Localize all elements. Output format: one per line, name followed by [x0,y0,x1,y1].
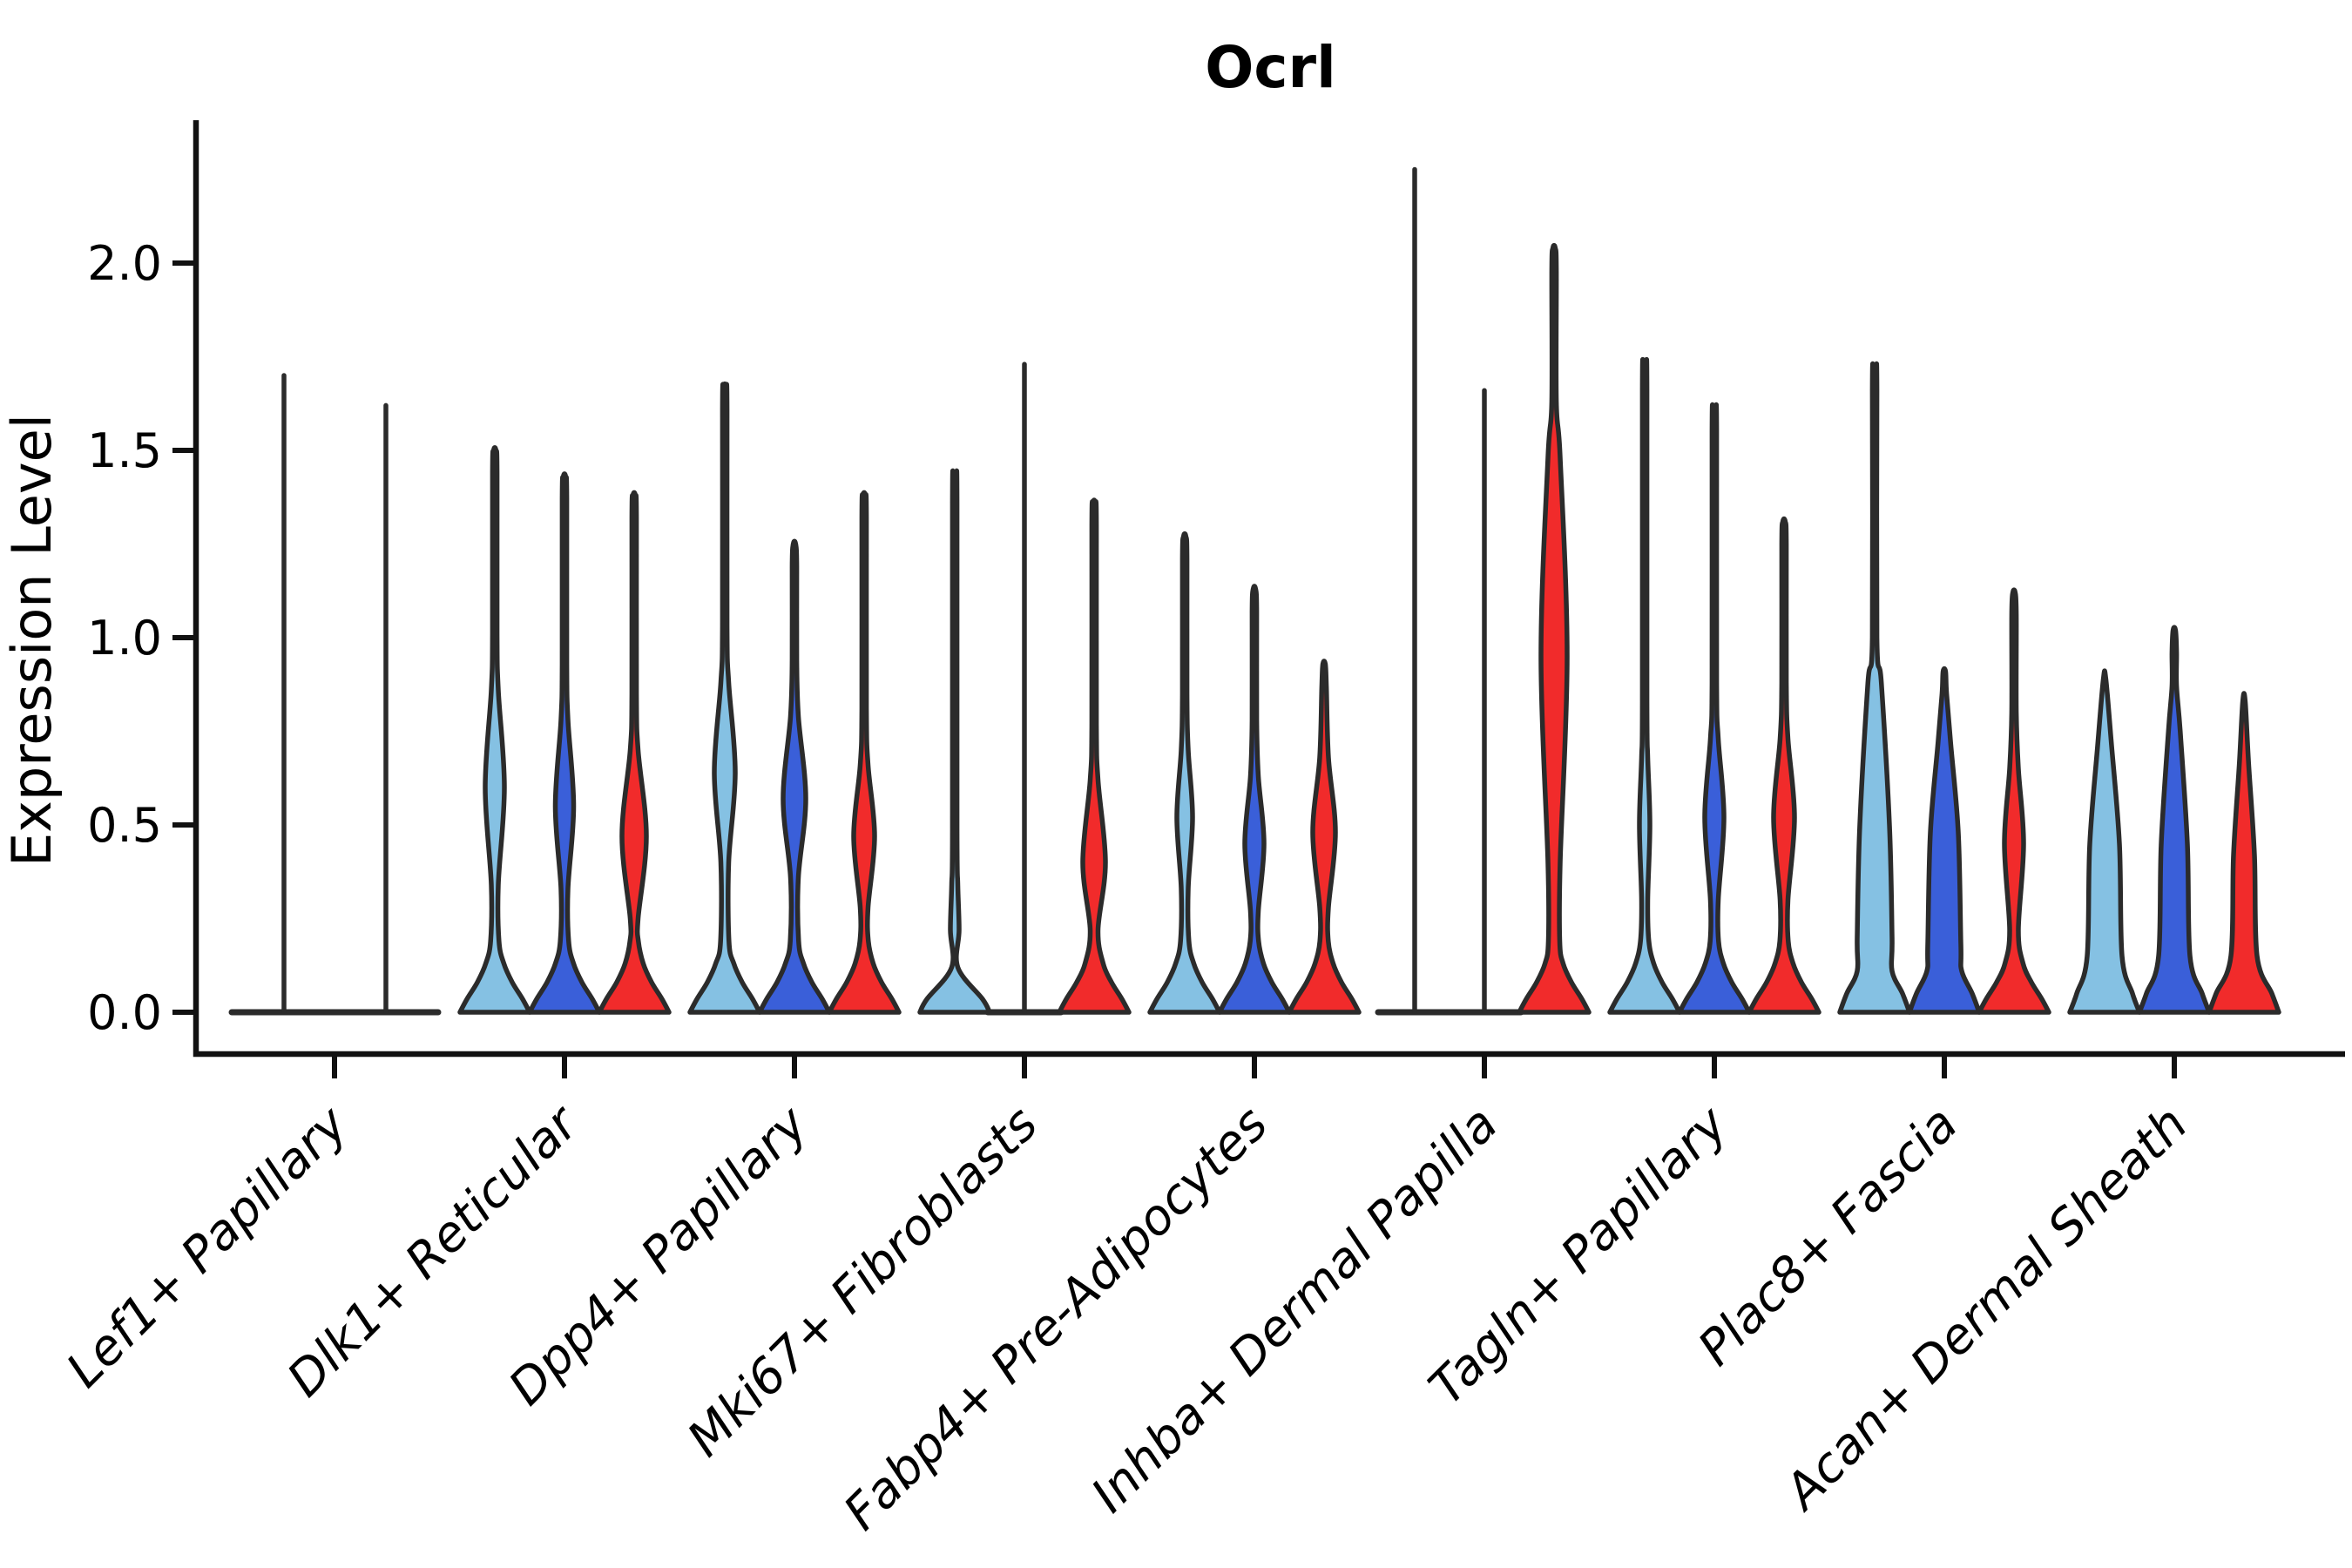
y-tick-label-1: 0.5 [87,798,162,853]
violin-plac8-fascia-s1 [1837,361,1912,1015]
violin-dpp4-papillary-s1 [687,381,762,1015]
y-tick-label-3: 1.5 [87,423,162,478]
violin-fabp4-pre-adipocytes-s1 [1147,531,1222,1015]
violin-mki67-fibroblasts-s3 [1057,497,1132,1015]
violin-tagln-papillary-s3 [1747,516,1821,1015]
violin-dpp4-papillary-s2 [757,538,832,1015]
x-tick-label-acan-dermal-sheath: Acan+ Dermal Sheath [1773,1096,2199,1522]
violin-lef1-papillary-s1 [228,373,340,1016]
violin-acan-dermal-sheath-s3 [2207,691,2281,1015]
violin-acan-dermal-sheath-s2 [2137,625,2212,1015]
chart-title: Ocrl [1205,34,1335,101]
violin-lef1-papillary-s2 [330,402,442,1016]
violin-plac8-fascia-s2 [1907,666,1982,1015]
violin-tagln-papillary-s1 [1607,356,1682,1015]
violin-tagln-papillary-s2 [1677,402,1752,1015]
violin-mki67-fibroblasts-s2 [984,362,1064,1016]
axis-spines [193,120,2345,1058]
y-tick-label-0: 0.0 [87,985,162,1040]
x-tick-label-fabp4-pre-adipocytes: Fabp4+ Pre-Adipocytes [834,1096,1279,1541]
violin-mki67-fibroblasts-s1 [917,468,992,1015]
violin-fabp4-pre-adipocytes-s2 [1217,584,1292,1015]
violin-dpp4-papillary-s3 [827,490,902,1015]
violin-inhba-dermal-papilla-s1 [1375,166,1455,1016]
violin-plac8-fascia-s3 [1977,587,2051,1015]
violin-acan-dermal-sheath-s1 [2067,668,2142,1015]
violin-dlk1-reticular-s3 [597,490,672,1015]
violin-dlk1-reticular-s2 [527,471,602,1015]
y-tick-label-4: 2.0 [87,236,162,291]
y-tick-label-2: 1.0 [87,611,162,666]
y-axis-label: Expression Level [0,414,64,867]
violin-inhba-dermal-papilla-s2 [1444,388,1524,1016]
violin-inhba-dermal-papilla-s3 [1517,242,1592,1015]
x-tick-label-inhba-dermal-papilla: Inhba+ Dermal Papilla [1081,1096,1509,1524]
violin-fabp4-pre-adipocytes-s3 [1287,659,1362,1015]
violin-dlk1-reticular-s1 [457,445,532,1015]
